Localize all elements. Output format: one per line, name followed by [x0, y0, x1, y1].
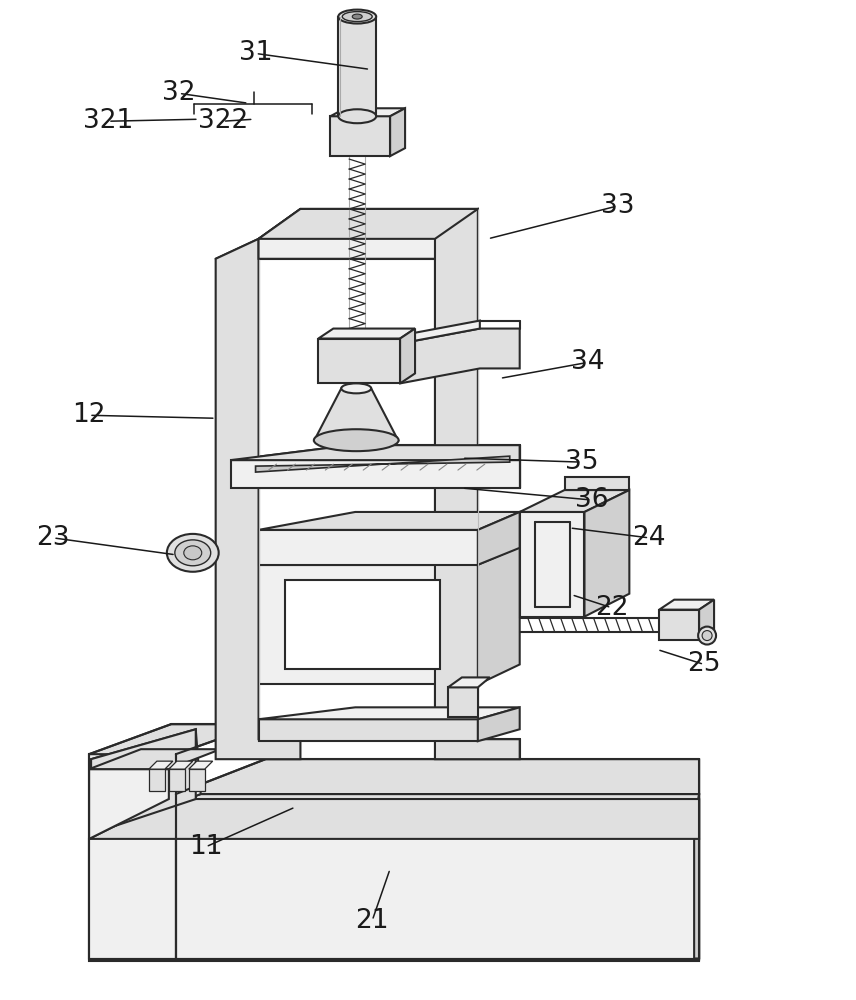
- Polygon shape: [169, 761, 193, 769]
- Polygon shape: [565, 477, 629, 490]
- Ellipse shape: [342, 383, 372, 393]
- Ellipse shape: [702, 631, 712, 641]
- Text: 321: 321: [83, 108, 134, 134]
- Polygon shape: [189, 761, 212, 769]
- Polygon shape: [435, 209, 520, 759]
- Polygon shape: [585, 490, 629, 617]
- Polygon shape: [478, 547, 520, 684]
- Polygon shape: [259, 209, 478, 239]
- Polygon shape: [520, 512, 585, 617]
- Ellipse shape: [353, 14, 362, 19]
- Ellipse shape: [175, 540, 211, 566]
- Polygon shape: [699, 600, 714, 640]
- Text: 33: 33: [601, 193, 634, 219]
- Text: 22: 22: [595, 595, 628, 621]
- Bar: [285, 580, 440, 669]
- Polygon shape: [230, 460, 520, 488]
- Polygon shape: [259, 209, 478, 259]
- Polygon shape: [314, 388, 398, 440]
- Polygon shape: [330, 108, 405, 116]
- Text: 21: 21: [355, 908, 389, 934]
- Polygon shape: [175, 794, 699, 959]
- Ellipse shape: [184, 546, 202, 560]
- Text: 31: 31: [239, 40, 272, 66]
- Polygon shape: [91, 759, 196, 834]
- Polygon shape: [89, 799, 699, 839]
- Polygon shape: [149, 769, 165, 791]
- Polygon shape: [259, 707, 520, 719]
- Polygon shape: [175, 759, 699, 794]
- Polygon shape: [149, 761, 173, 769]
- Text: 322: 322: [198, 108, 247, 134]
- Polygon shape: [230, 445, 520, 460]
- Polygon shape: [400, 329, 520, 383]
- Polygon shape: [659, 610, 699, 640]
- Polygon shape: [318, 329, 415, 339]
- Polygon shape: [91, 729, 196, 789]
- Polygon shape: [89, 754, 175, 959]
- Text: 12: 12: [73, 402, 106, 428]
- Polygon shape: [478, 512, 520, 565]
- Polygon shape: [89, 724, 260, 754]
- Polygon shape: [400, 321, 480, 344]
- Polygon shape: [400, 329, 415, 383]
- Polygon shape: [89, 839, 699, 961]
- Polygon shape: [89, 749, 221, 769]
- Polygon shape: [520, 490, 629, 512]
- Text: 35: 35: [565, 449, 598, 475]
- Polygon shape: [89, 769, 169, 839]
- Polygon shape: [448, 687, 478, 717]
- Text: 34: 34: [571, 349, 604, 375]
- Polygon shape: [330, 116, 390, 156]
- Polygon shape: [91, 794, 699, 834]
- Polygon shape: [259, 512, 520, 530]
- Polygon shape: [259, 547, 520, 565]
- Text: 23: 23: [37, 525, 70, 551]
- Polygon shape: [448, 677, 490, 687]
- Polygon shape: [216, 239, 300, 759]
- Text: 36: 36: [574, 487, 609, 513]
- Polygon shape: [659, 600, 714, 610]
- Polygon shape: [91, 729, 201, 834]
- Polygon shape: [91, 834, 694, 959]
- Polygon shape: [259, 565, 478, 684]
- Polygon shape: [169, 769, 185, 791]
- Polygon shape: [478, 707, 520, 741]
- Text: 24: 24: [633, 525, 666, 551]
- Ellipse shape: [342, 12, 372, 22]
- Ellipse shape: [167, 534, 218, 572]
- Polygon shape: [390, 108, 405, 156]
- Ellipse shape: [338, 10, 376, 24]
- Polygon shape: [318, 339, 400, 383]
- Polygon shape: [256, 456, 509, 472]
- Ellipse shape: [698, 627, 716, 645]
- Ellipse shape: [314, 429, 399, 451]
- Polygon shape: [338, 17, 376, 116]
- Text: 32: 32: [162, 80, 195, 106]
- Text: 11: 11: [189, 834, 223, 860]
- Polygon shape: [91, 759, 196, 834]
- Polygon shape: [189, 769, 205, 791]
- Text: 25: 25: [687, 651, 721, 677]
- Polygon shape: [694, 794, 699, 959]
- Polygon shape: [259, 719, 478, 741]
- Polygon shape: [259, 530, 478, 565]
- Ellipse shape: [338, 109, 376, 123]
